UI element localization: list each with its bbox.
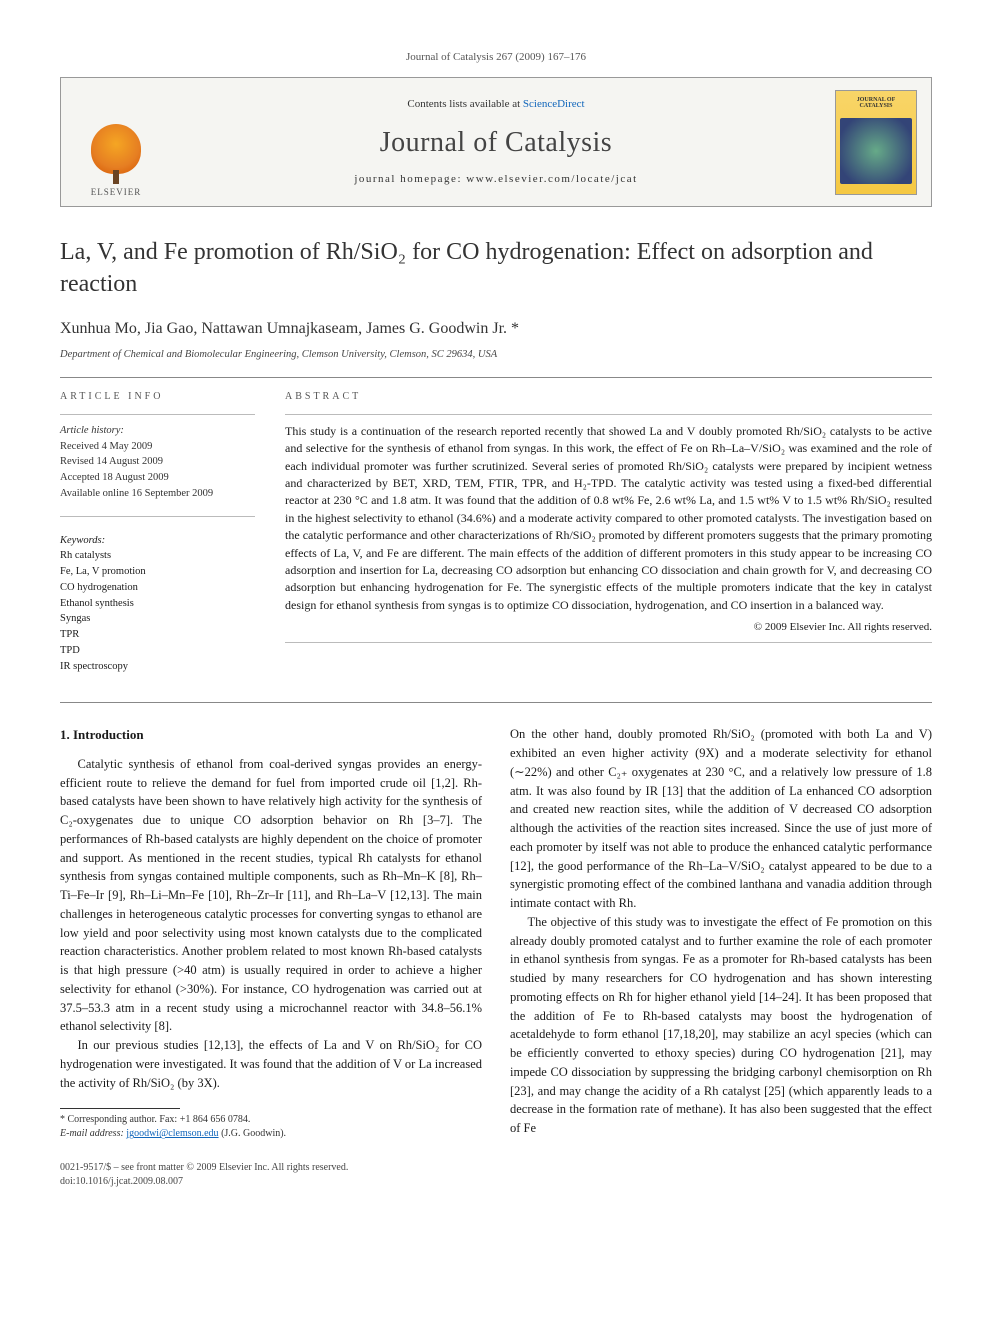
article-title: La, V, and Fe promotion of Rh/SiO₂ for C…	[60, 237, 932, 299]
abstract-label: ABSTRACT	[285, 390, 932, 404]
history-online: Available online 16 September 2009	[60, 486, 255, 502]
body-paragraph: Catalytic synthesis of ethanol from coal…	[60, 755, 482, 1036]
corresponding-footnote: * Corresponding author. Fax: +1 864 656 …	[60, 1113, 482, 1127]
publisher-logo-block: ELSEVIER	[61, 78, 171, 206]
history-revised: Revised 14 August 2009	[60, 454, 255, 470]
contents-available-line: Contents lists available at ScienceDirec…	[171, 97, 821, 112]
history-label: Article history:	[60, 423, 255, 439]
abstract-copyright: © 2009 Elsevier Inc. All rights reserved…	[285, 620, 932, 635]
cover-title: JOURNAL OF CATALYSIS	[840, 97, 912, 110]
journal-homepage-line: journal homepage: www.elsevier.com/locat…	[171, 172, 821, 187]
author-list: Xunhua Mo, Jia Gao, Nattawan Umnajkaseam…	[60, 318, 932, 340]
journal-masthead: ELSEVIER Contents lists available at Sci…	[60, 77, 932, 207]
history-received: Received 4 May 2009	[60, 439, 255, 455]
journal-name: Journal of Catalysis	[171, 123, 821, 162]
doi-line: doi:10.1016/j.jcat.2009.08.007	[60, 1175, 932, 1189]
keyword-item: TPR	[60, 627, 255, 643]
contents-prefix: Contents lists available at	[407, 98, 522, 110]
article-info-label: ARTICLE INFO	[60, 390, 255, 404]
email-label: E-mail address:	[60, 1128, 124, 1139]
keyword-item: Rh catalysts	[60, 548, 255, 564]
cover-image-icon	[840, 118, 912, 184]
running-header: Journal of Catalysis 267 (2009) 167–176	[60, 50, 932, 65]
cover-thumbnail-block: JOURNAL OF CATALYSIS	[821, 78, 931, 206]
corresponding-email-link[interactable]: jgoodwi@clemson.edu	[126, 1128, 218, 1139]
email-attribution: (J.G. Goodwin).	[221, 1128, 286, 1139]
publisher-name: ELSEVIER	[91, 186, 142, 199]
divider-mid	[60, 702, 932, 703]
keyword-item: CO hydrogenation	[60, 580, 255, 596]
body-paragraph: The objective of this study was to inves…	[510, 913, 932, 1138]
sciencedirect-link[interactable]: ScienceDirect	[523, 98, 585, 110]
section-number: 1.	[60, 727, 70, 742]
body-paragraph: In our previous studies [12,13], the eff…	[60, 1036, 482, 1092]
keyword-item: TPD	[60, 643, 255, 659]
body-paragraph: On the other hand, doubly promoted Rh/Si…	[510, 725, 932, 913]
corresponding-marker: *	[511, 320, 519, 337]
keyword-item: IR spectroscopy	[60, 659, 255, 675]
page-footer: 0021-9517/$ – see front matter © 2009 El…	[60, 1161, 932, 1189]
divider-top	[60, 377, 932, 378]
elsevier-tree-icon	[91, 124, 141, 174]
keyword-item: Ethanol synthesis	[60, 596, 255, 612]
history-accepted: Accepted 18 August 2009	[60, 470, 255, 486]
issn-line: 0021-9517/$ – see front matter © 2009 El…	[60, 1161, 932, 1175]
section-title: Introduction	[73, 727, 144, 742]
affiliation: Department of Chemical and Biomolecular …	[60, 348, 932, 363]
authors-text: Xunhua Mo, Jia Gao, Nattawan Umnajkaseam…	[60, 320, 507, 337]
journal-cover-thumbnail: JOURNAL OF CATALYSIS	[835, 90, 917, 195]
article-info-column: ARTICLE INFO Article history: Received 4…	[60, 390, 255, 675]
abstract-text: This study is a continuation of the rese…	[285, 423, 932, 614]
abstract-column: ABSTRACT This study is a continuation of…	[285, 390, 932, 675]
keyword-item: Fe, La, V promotion	[60, 564, 255, 580]
article-body: 1. Introduction Catalytic synthesis of e…	[60, 725, 932, 1141]
keywords-label: Keywords:	[60, 533, 255, 549]
elsevier-logo: ELSEVIER	[81, 118, 151, 198]
keyword-item: Syngas	[60, 611, 255, 627]
footnote-block: * Corresponding author. Fax: +1 864 656 …	[60, 1108, 482, 1141]
section-heading: 1. Introduction	[60, 725, 482, 745]
